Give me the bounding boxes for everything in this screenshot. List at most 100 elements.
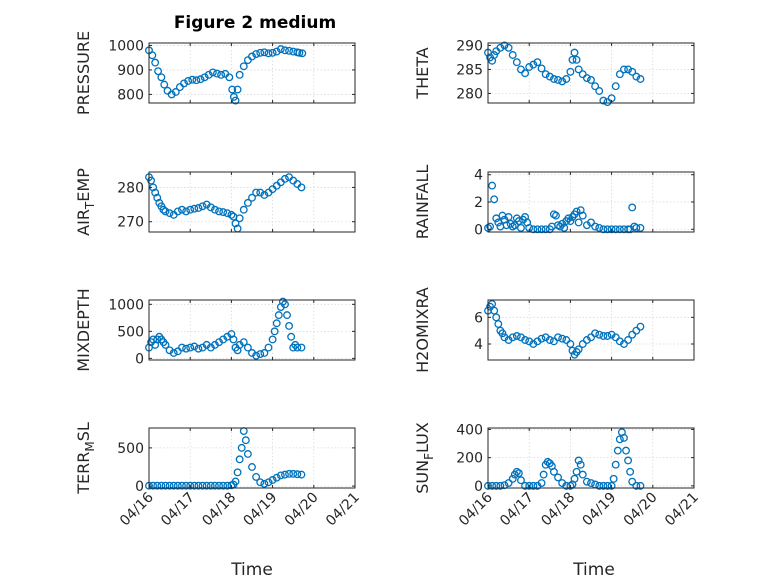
data-point: [264, 343, 273, 352]
data-point: [615, 70, 624, 79]
data-point: [611, 460, 620, 469]
data-point: [200, 73, 209, 82]
data-point: [243, 343, 252, 352]
data-point: [198, 202, 207, 211]
data-point: [510, 221, 519, 230]
data-point: [508, 333, 517, 342]
data-point: [235, 455, 244, 464]
data-point: [219, 208, 228, 217]
data-point: [607, 225, 616, 234]
data-point: [504, 43, 513, 52]
data-point: [632, 72, 641, 81]
data-point: [591, 82, 600, 91]
y-tick-label: 280: [456, 86, 483, 102]
y-axis-label: MIXDEPTH: [74, 288, 93, 371]
data-point: [628, 203, 637, 212]
data-point: [178, 481, 186, 490]
data-point: [554, 473, 562, 482]
data-point: [613, 446, 622, 455]
data-point: [161, 481, 170, 490]
data-point: [256, 48, 265, 57]
data-point: [508, 51, 517, 59]
data-point: [517, 476, 525, 485]
data-point: [182, 344, 191, 353]
data-point: [147, 176, 156, 185]
data-point: [153, 193, 162, 202]
data-point: [512, 467, 521, 476]
y-axis-label: PRESSURE: [74, 31, 93, 115]
data-point: [153, 481, 162, 490]
data-point: [498, 329, 507, 338]
data-point: [624, 456, 633, 465]
data-point: [210, 205, 219, 214]
data-point: [595, 223, 604, 232]
data-point: [488, 181, 497, 190]
data-point: [264, 478, 273, 487]
y-tick-label: 4: [474, 168, 483, 184]
y-tick-label: 1000: [108, 38, 144, 54]
plot-area: [149, 428, 355, 488]
subplot-h2omixra: 4 6 H2OMIXRA: [413, 287, 695, 373]
axes-box: [148, 427, 356, 489]
plot-area: [149, 172, 355, 232]
data-point: [537, 334, 546, 343]
data-point: [293, 470, 302, 479]
y-tick-label: 0: [135, 351, 144, 367]
data-point: [620, 340, 628, 348]
data-point: [268, 476, 277, 484]
data-point: [229, 335, 238, 344]
data-point: [521, 336, 530, 344]
data-point: [276, 45, 285, 54]
data-point: [529, 225, 538, 234]
data-point: [632, 223, 641, 232]
data-point: [173, 207, 182, 216]
data-point: [186, 481, 195, 490]
data-point: [178, 343, 186, 352]
data-point: [570, 474, 579, 483]
data-point: [252, 50, 261, 58]
data-point: [206, 481, 215, 490]
data-point: [512, 58, 521, 67]
data-point: [572, 207, 581, 216]
data-point: [504, 213, 513, 221]
data-point: [628, 477, 637, 486]
data-point: [576, 460, 585, 469]
data-point: [568, 55, 577, 64]
y-axis-label: AIRTEMP: [74, 168, 97, 236]
data-point: [190, 204, 199, 213]
y-tick-label: 0: [135, 479, 144, 495]
data-point: [560, 223, 569, 232]
data-point: [219, 481, 228, 490]
data-point: [566, 217, 575, 226]
data-point: [227, 210, 236, 219]
data-point: [151, 188, 160, 197]
data-point: [169, 349, 178, 357]
data-point: [537, 64, 546, 73]
data-point: [260, 48, 269, 57]
plot-area: [149, 43, 355, 103]
data-point: [490, 51, 499, 59]
y-tick-label: 500: [117, 441, 144, 457]
data-point: [215, 481, 223, 490]
x-axis-label-left: Time: [230, 560, 273, 580]
axes-box: [148, 42, 356, 104]
data-point: [281, 46, 289, 55]
data-point: [529, 481, 538, 490]
data-point: [603, 332, 612, 340]
data-point: [297, 470, 306, 479]
data-point: [228, 85, 237, 94]
data-point: [169, 481, 178, 490]
data-point: [541, 70, 550, 79]
data-point: [210, 481, 219, 490]
data-point: [574, 345, 583, 354]
data-point: [285, 46, 294, 55]
data-point: [178, 205, 186, 214]
data-point: [599, 96, 608, 105]
data-point: [533, 58, 542, 67]
data-point: [570, 48, 579, 57]
data-point: [281, 470, 289, 479]
subplot-theta: 280 285 290 THETA: [413, 38, 695, 106]
data-point: [180, 79, 188, 88]
data-point: [208, 68, 217, 77]
data-point: [529, 60, 538, 69]
